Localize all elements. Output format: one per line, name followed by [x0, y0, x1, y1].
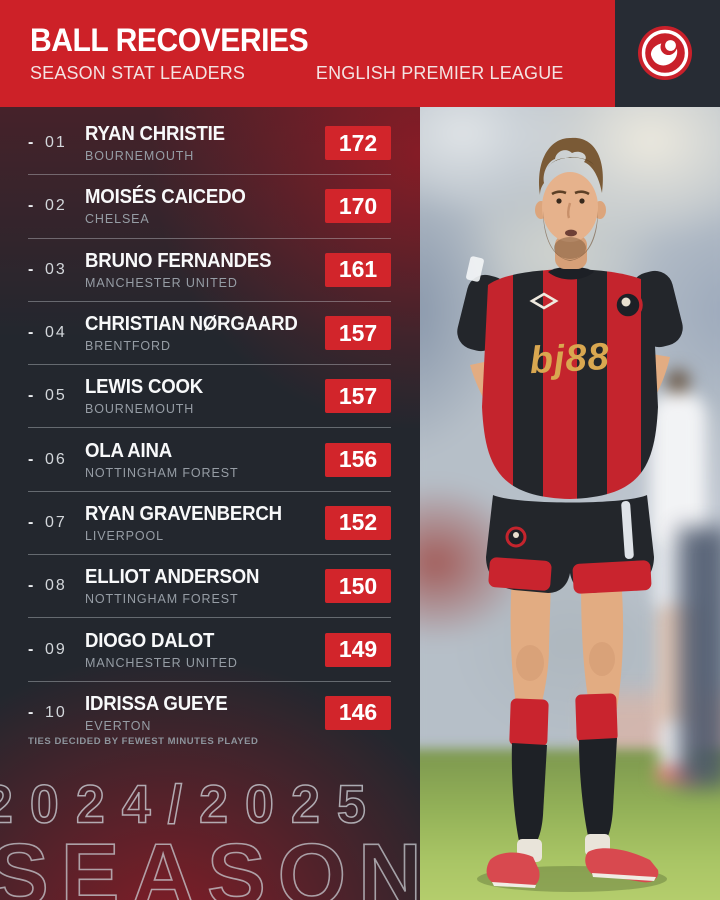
player-name: MOISÉS CAICEDO — [85, 186, 246, 209]
subtitle-stat-type: SEASON STAT LEADERS — [30, 62, 246, 83]
rank-trend-dash: - — [28, 197, 34, 215]
table-row: - 06 OLA AINA NOTTINGHAM FOREST 156 — [28, 428, 391, 492]
player-cell: DIOGO DALOT MANCHESTER UNITED — [85, 630, 325, 670]
team-name: LIVERPOOL — [85, 528, 164, 543]
player-cell: ELLIOT ANDERSON NOTTINGHAM FOREST — [85, 566, 325, 606]
stat-value-badge: 172 — [325, 126, 391, 161]
rank-number: 07 — [45, 513, 67, 531]
player-cell: MOISÉS CAICEDO CHELSEA — [85, 186, 325, 226]
team-name: MANCHESTER UNITED — [85, 275, 238, 290]
stat-value-badge: 157 — [325, 316, 391, 351]
rank-number: 08 — [45, 577, 67, 595]
page-title: BALL RECOVERIES — [30, 22, 309, 58]
team-name: CHELSEA — [85, 212, 150, 227]
rank-trend-dash: - — [28, 134, 34, 152]
season-years-outline-text: 2024/2025 — [0, 775, 383, 835]
stat-value-badge: 146 — [325, 695, 391, 730]
rank-number: 06 — [45, 450, 67, 468]
rank-trend-dash: - — [28, 513, 34, 531]
team-name: BOURNEMOUTH — [85, 402, 195, 417]
player-illustration: bj88 — [457, 137, 683, 892]
rank-trend-dash: - — [28, 640, 34, 658]
subtitle-league: ENGLISH PREMIER LEAGUE — [315, 62, 564, 83]
rank-number: 03 — [45, 260, 67, 278]
table-row: - 01 RYAN CHRISTIE BOURNEMOUTH 172 — [28, 112, 391, 176]
stat-value-badge: 161 — [325, 252, 391, 287]
header-red-banner — [0, 0, 615, 107]
rank-trend-dash: - — [28, 703, 34, 721]
player-cell: IDRISSA GUEYE EVERTON — [85, 693, 325, 733]
player-name: LEWIS COOK — [85, 376, 204, 399]
player-name: BRUNO FERNANDES — [85, 249, 272, 272]
rank-trend-dash: - — [28, 324, 34, 342]
table-row: - 10 IDRISSA GUEYE EVERTON 146 — [28, 682, 391, 744]
stat-value-badge: 156 — [325, 442, 391, 477]
table-row: - 05 LEWIS COOK BOURNEMOUTH 157 — [28, 365, 391, 429]
ties-footnote: TIES DECIDED BY FEWEST MINUTES PLAYED — [28, 736, 259, 747]
rank-trend-dash: - — [28, 260, 34, 278]
team-name: NOTTINGHAM FOREST — [85, 465, 239, 480]
team-name: EVERTON — [85, 718, 152, 733]
leaderboard-panel: - 01 RYAN CHRISTIE BOURNEMOUTH 172 - 02 … — [0, 107, 420, 900]
player-cell: LEWIS COOK BOURNEMOUTH — [85, 376, 325, 416]
player-cell: RYAN GRAVENBERCH LIVERPOOL — [85, 503, 325, 543]
player-photo: bj88 — [420, 107, 720, 900]
team-name: BOURNEMOUTH — [85, 149, 195, 164]
player-cell: RYAN CHRISTIE BOURNEMOUTH — [85, 123, 325, 163]
player-name: ELLIOT ANDERSON — [85, 566, 260, 589]
team-name: BRENTFORD — [85, 339, 171, 354]
rank-number: 05 — [45, 387, 67, 405]
rank-number: 01 — [45, 134, 67, 152]
table-row: - 02 MOISÉS CAICEDO CHELSEA 170 — [28, 175, 391, 239]
table-row: - 04 CHRISTIAN NØRGAARD BRENTFORD 157 — [28, 302, 391, 366]
player-name: DIOGO DALOT — [85, 629, 215, 652]
rank-trend-dash: - — [28, 577, 34, 595]
header-subtitle: SEASON STAT LEADERS ENGLISH PREMIER LEAGU… — [30, 62, 564, 84]
rank-number: 10 — [45, 703, 67, 721]
leaderboard-rows: - 01 RYAN CHRISTIE BOURNEMOUTH 172 - 02 … — [28, 112, 391, 744]
player-cell: CHRISTIAN NØRGAARD BRENTFORD — [85, 313, 325, 353]
season-word-outline-text: SEASON — [0, 825, 420, 900]
rank-trend-dash: - — [28, 387, 34, 405]
stat-value-badge: 152 — [325, 505, 391, 540]
team-name: NOTTINGHAM FOREST — [85, 592, 239, 607]
player-name: IDRISSA GUEYE — [85, 692, 228, 715]
team-name: MANCHESTER UNITED — [85, 655, 238, 670]
shirt-sponsor-text: bj88 — [529, 336, 611, 382]
rank-trend-dash: - — [28, 450, 34, 468]
table-row: - 09 DIOGO DALOT MANCHESTER UNITED 149 — [28, 618, 391, 682]
player-cell: OLA AINA NOTTINGHAM FOREST — [85, 440, 325, 480]
player-name: OLA AINA — [85, 439, 173, 462]
rank-number: 02 — [45, 197, 67, 215]
player-name: CHRISTIAN NØRGAARD — [85, 313, 298, 336]
rank-number: 04 — [45, 324, 67, 342]
stat-value-badge: 150 — [325, 569, 391, 604]
rank-number: 09 — [45, 640, 67, 658]
stat-value-badge: 157 — [325, 379, 391, 414]
table-row: - 08 ELLIOT ANDERSON NOTTINGHAM FOREST 1… — [28, 555, 391, 619]
player-name: RYAN GRAVENBERCH — [85, 502, 282, 525]
stat-value-badge: 149 — [325, 632, 391, 667]
table-row: - 07 RYAN GRAVENBERCH LIVERPOOL 152 — [28, 492, 391, 556]
player-cell: BRUNO FERNANDES MANCHESTER UNITED — [85, 250, 325, 290]
header: BALL RECOVERIES SEASON STAT LEADERS ENGLI… — [0, 0, 720, 107]
blurred-background-shadow — [678, 527, 720, 787]
stat-value-badge: 170 — [325, 189, 391, 224]
swirl-logo-icon — [637, 25, 693, 81]
player-name: RYAN CHRISTIE — [85, 123, 225, 146]
table-row: - 03 BRUNO FERNANDES MANCHESTER UNITED 1… — [28, 239, 391, 302]
